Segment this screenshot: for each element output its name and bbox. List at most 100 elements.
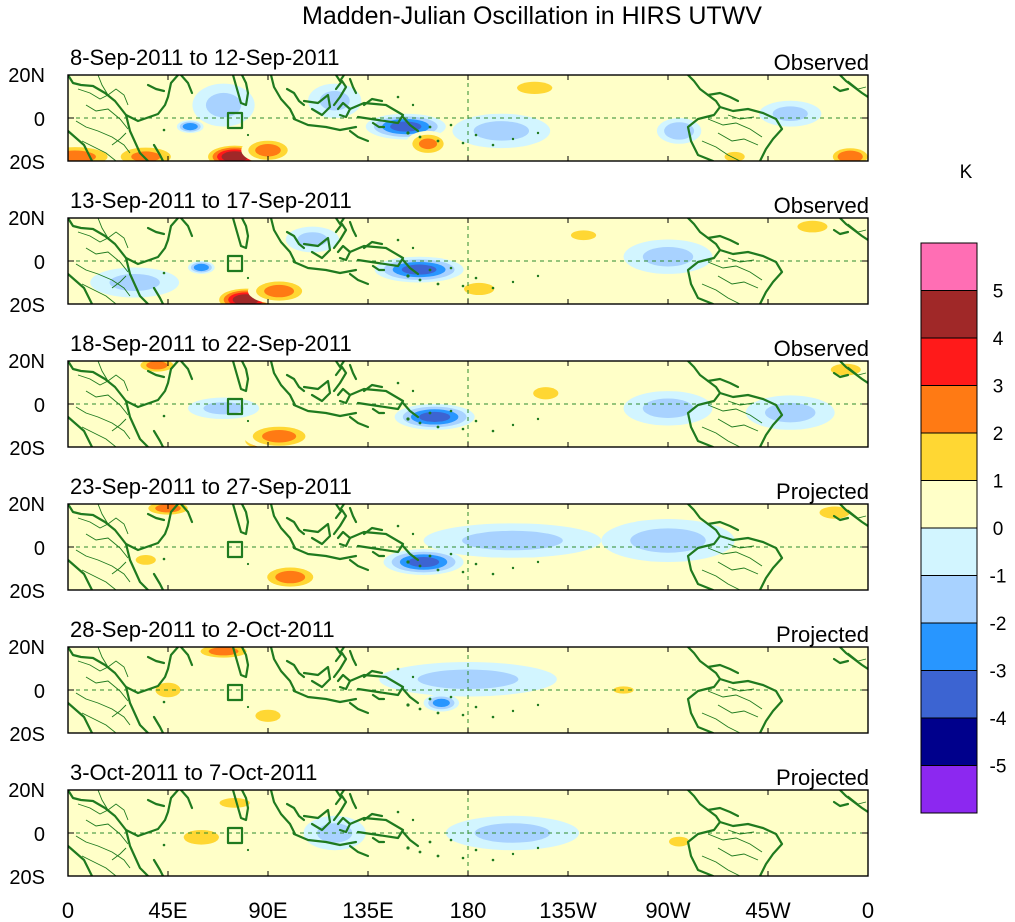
positive-anomaly-contour bbox=[135, 555, 156, 565]
panel-date-range: 28-Sep-2011 to 2-Oct-2011 bbox=[70, 617, 335, 642]
colorbar-label: 0 bbox=[993, 519, 1004, 540]
negative-anomaly-contour bbox=[193, 263, 209, 272]
lon-label: 0 bbox=[62, 898, 74, 922]
lon-label: 0 bbox=[862, 898, 874, 922]
panel-date-range: 8-Sep-2011 to 12-Sep-2011 bbox=[70, 45, 340, 70]
colorbar-swatch bbox=[920, 242, 978, 291]
map-panel: 8-Sep-2011 to 12-Sep-2011 Observed 20N 0 20S bbox=[8, 45, 869, 174]
lon-label: 135E bbox=[342, 898, 393, 922]
panels: 8-Sep-2011 to 12-Sep-2011 Observed 20N 0 20S… bbox=[8, 45, 869, 889]
lat-label: 0 bbox=[34, 395, 45, 417]
lat-label: 20S bbox=[9, 152, 45, 174]
colorbar-swatch bbox=[920, 385, 978, 434]
negative-anomaly-contour bbox=[642, 246, 694, 267]
negative-anomaly-contour bbox=[462, 530, 563, 551]
negative-anomaly-contour bbox=[630, 528, 706, 553]
lon-label: 45W bbox=[745, 898, 790, 922]
positive-anomaly-contour bbox=[262, 430, 297, 443]
positive-anomaly-contour bbox=[208, 647, 239, 656]
colorbar-label: -3 bbox=[990, 662, 1007, 683]
lat-label: 0 bbox=[34, 824, 45, 846]
lat-label: 0 bbox=[34, 681, 45, 703]
map-area bbox=[67, 646, 869, 734]
colorbar-swatch bbox=[920, 670, 978, 719]
negative-anomaly-contour bbox=[182, 122, 198, 131]
negative-anomaly-contour bbox=[473, 121, 530, 141]
colorbar-swatch bbox=[920, 622, 978, 671]
positive-anomaly-contour bbox=[255, 144, 281, 157]
positive-anomaly-contour bbox=[797, 220, 828, 233]
positive-anomaly-contour bbox=[464, 282, 495, 296]
positive-anomaly-contour bbox=[275, 570, 306, 584]
negative-anomaly-contour bbox=[432, 698, 450, 708]
map-area bbox=[67, 503, 869, 591]
map-panel: 18-Sep-2011 to 22-Sep-2011 Observed 20N 0 20… bbox=[8, 331, 869, 460]
colorbar-swatch bbox=[920, 527, 978, 576]
map-area bbox=[67, 217, 869, 305]
negative-anomaly-contour bbox=[419, 411, 451, 422]
panel-status: Observed bbox=[774, 50, 869, 75]
map-panel: 3-Oct-2011 to 7-Oct-2011 Projected 20N 0 20S bbox=[8, 760, 869, 889]
negative-anomaly-contour bbox=[474, 823, 551, 843]
colorbar-label: -2 bbox=[990, 614, 1007, 635]
positive-anomaly-contour bbox=[219, 798, 250, 808]
negative-anomaly-contour bbox=[642, 398, 694, 419]
colorbar-swatch bbox=[920, 337, 978, 386]
map-area bbox=[67, 360, 869, 448]
negative-anomaly-contour bbox=[664, 122, 695, 140]
colorbar-swatch bbox=[920, 575, 978, 624]
lat-label: 20S bbox=[9, 438, 45, 460]
colorbar-swatch bbox=[920, 480, 978, 529]
negative-anomaly-contour bbox=[319, 91, 350, 111]
colorbar-swatch bbox=[920, 717, 978, 766]
colorbar-label: -5 bbox=[990, 757, 1007, 778]
positive-anomaly-contour bbox=[146, 361, 168, 370]
positive-anomaly-contour bbox=[533, 387, 559, 400]
positive-anomaly-contour bbox=[221, 151, 248, 161]
anomaly-field bbox=[68, 77, 868, 161]
colorbar-swatch bbox=[920, 765, 978, 814]
map-area bbox=[67, 789, 869, 877]
map-area bbox=[67, 74, 869, 162]
panel-status: Observed bbox=[774, 336, 869, 361]
lat-label: 0 bbox=[34, 252, 45, 274]
panel-date-range: 23-Sep-2011 to 27-Sep-2011 bbox=[70, 474, 352, 499]
lat-label: 20N bbox=[8, 780, 45, 802]
map-panel: 13-Sep-2011 to 17-Sep-2011 Observed 20N 0 20… bbox=[8, 188, 869, 317]
anomaly-field bbox=[90, 218, 835, 304]
colorbar-label: -1 bbox=[990, 567, 1007, 588]
anomaly-field bbox=[128, 504, 862, 590]
positive-anomaly-contour bbox=[837, 150, 863, 161]
lon-label: 90W bbox=[645, 898, 690, 922]
negative-anomaly-contour bbox=[203, 402, 244, 415]
positive-anomaly-contour bbox=[264, 284, 295, 298]
colorbar-swatch bbox=[920, 290, 978, 339]
positive-anomaly-contour bbox=[724, 151, 745, 161]
positive-anomaly-contour bbox=[183, 829, 219, 845]
lat-label: 20N bbox=[8, 351, 45, 373]
positive-anomaly-contour bbox=[819, 506, 850, 519]
lat-label: 20N bbox=[8, 208, 45, 230]
map-panel: 23-Sep-2011 to 27-Sep-2011 Projected 20N 0 2… bbox=[8, 474, 869, 603]
colorbar-label: 5 bbox=[993, 282, 1004, 303]
lat-label: 0 bbox=[34, 538, 45, 560]
colorbar-label: 2 bbox=[993, 424, 1004, 445]
panel-status: Projected bbox=[776, 765, 869, 790]
colorbar-label: 3 bbox=[993, 377, 1004, 398]
lat-label: 20S bbox=[9, 581, 45, 603]
panel-date-range: 18-Sep-2011 to 22-Sep-2011 bbox=[70, 331, 352, 356]
lat-label: 20S bbox=[9, 867, 45, 889]
lat-label: 20N bbox=[8, 637, 45, 659]
panel-status: Observed bbox=[774, 193, 869, 218]
colorbar-unit: K bbox=[960, 162, 973, 183]
lon-label: 180 bbox=[450, 898, 487, 922]
panel-status: Projected bbox=[776, 622, 869, 647]
lat-label: 0 bbox=[34, 109, 45, 131]
negative-anomaly-contour bbox=[772, 106, 808, 122]
colorbar-label: 4 bbox=[993, 329, 1004, 350]
panel-date-range: 3-Oct-2011 to 7-Oct-2011 bbox=[70, 760, 317, 785]
negative-anomaly-contour bbox=[205, 92, 242, 118]
lon-label: 135W bbox=[539, 898, 597, 922]
lat-label: 20N bbox=[8, 65, 45, 87]
